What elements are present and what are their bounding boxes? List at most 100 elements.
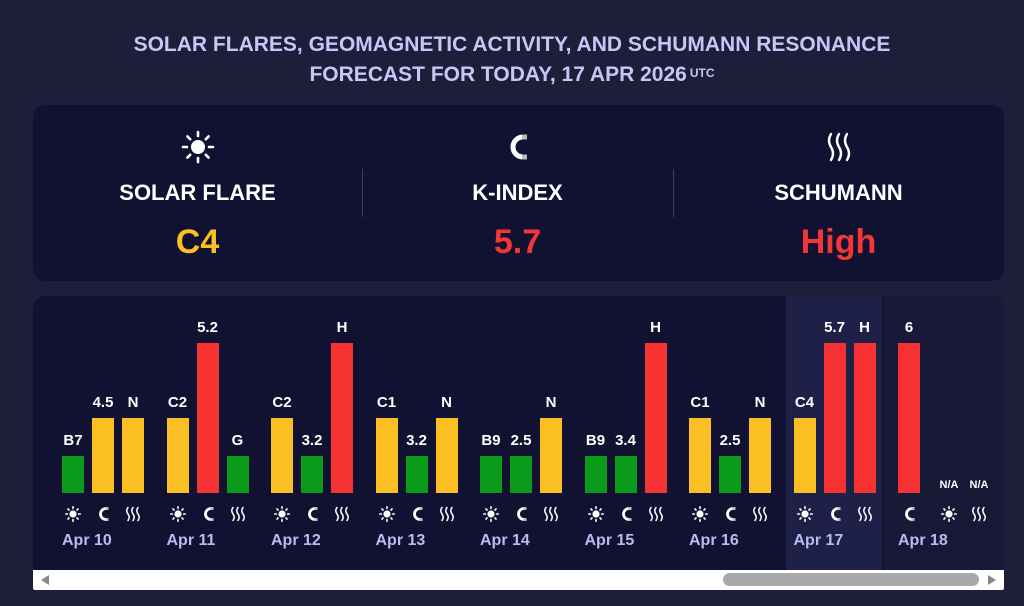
schumann-bar-label: H: [859, 319, 870, 336]
solar-flare-bar-label: B9: [585, 431, 606, 449]
schumann-bar-label: H: [650, 319, 661, 336]
page-title: SOLAR FLARES, GEOMAGNETIC ACTIVITY, AND …: [0, 30, 1024, 90]
solar-flare-bar[interactable]: [271, 418, 293, 493]
solar-flare-na-label: N/A: [939, 479, 959, 491]
magnet-icon: [824, 506, 846, 522]
day-label: Apr 18: [898, 532, 948, 549]
solar-flare-bar-label: C1: [376, 394, 397, 411]
day-label: Apr 10: [62, 532, 112, 549]
k-index-bar[interactable]: [510, 455, 532, 493]
k-index-bar-label: 2.5: [719, 431, 741, 449]
schumann-bar-label: N: [441, 394, 452, 411]
solar-flare-bar[interactable]: [62, 455, 84, 493]
k-index-bar[interactable]: [196, 343, 219, 493]
waves-icon: [645, 506, 667, 522]
k-index-bar-label: 5.2: [197, 319, 218, 336]
magnet-icon: [898, 506, 920, 522]
k-index-bar[interactable]: [614, 455, 637, 493]
schumann-bar[interactable]: [435, 418, 458, 493]
solar-flare-bar-label: B7: [63, 431, 83, 449]
solar-flare-bar[interactable]: [375, 418, 398, 493]
solar-flare-bar[interactable]: [689, 418, 711, 493]
waves-icon: [331, 506, 353, 522]
schumann-bar-label: H: [336, 319, 348, 336]
title-line-2: FORECAST FOR TODAY, 17 APR 2026 UTC: [0, 60, 1024, 90]
summary-k-index: K-INDEX 5.7: [362, 105, 673, 281]
sun-icon: [938, 506, 960, 522]
solar-flare-value: C4: [175, 223, 220, 261]
waves-icon: [227, 506, 249, 522]
schumann-bar-label: N: [545, 394, 557, 411]
k-index-bar[interactable]: [898, 343, 920, 493]
timezone-label: UTC: [689, 66, 715, 80]
sun-icon: [794, 506, 816, 522]
summary-panel: SOLAR FLARE C4 K-INDEX 5.7 SCHUMANN: [33, 105, 1004, 281]
k-index-bar[interactable]: [405, 455, 428, 493]
waves-icon: [854, 506, 876, 522]
k-index-bar[interactable]: [301, 455, 323, 493]
sun-icon: [33, 127, 362, 167]
waves-icon: [673, 127, 1004, 167]
scrollbar-thumb[interactable]: [723, 573, 979, 586]
magnet-icon: [615, 506, 637, 522]
solar-flare-label: SOLAR FLARE: [119, 180, 276, 205]
sun-icon: [62, 506, 84, 522]
magnet-icon: [301, 506, 323, 522]
solar-flare-bar-label: C4: [794, 394, 815, 411]
schumann-bar[interactable]: [853, 343, 876, 493]
horizontal-scrollbar[interactable]: [33, 570, 1004, 590]
summary-divider: [362, 169, 363, 217]
schumann-bar-label: G: [33, 432, 36, 449]
k-index-value: 5.7: [493, 223, 542, 261]
schumann-bar[interactable]: [226, 455, 249, 493]
solar-flare-bar[interactable]: [166, 418, 189, 493]
schumann-bar[interactable]: [540, 418, 562, 493]
schumann-bar[interactable]: [749, 418, 771, 493]
k-index-bar-label: 6: [904, 319, 914, 336]
k-index-bar[interactable]: [719, 455, 741, 493]
schumann-bar[interactable]: [331, 343, 353, 493]
solar-flare-bar[interactable]: [793, 418, 816, 493]
summary-solar-flare: SOLAR FLARE C4: [33, 105, 362, 281]
waves-icon: [122, 506, 144, 522]
k-index-bar-label: 3.4: [615, 431, 636, 449]
waves-icon: [749, 506, 771, 522]
waves-icon: [540, 506, 562, 522]
day-label: Apr 12: [271, 532, 321, 549]
k-index-bar-label: 3.2: [406, 431, 427, 449]
k-index-bar[interactable]: [823, 343, 846, 493]
solar-flare-bar[interactable]: [480, 455, 502, 493]
schumann-bar[interactable]: [122, 418, 144, 493]
k-index-bar-label: 5.7: [824, 319, 845, 336]
sun-icon: [271, 506, 293, 522]
magnet-icon: [92, 506, 114, 522]
waves-icon: [436, 506, 458, 522]
sun-icon: [480, 506, 502, 522]
summary-schumann: SCHUMANN High: [673, 105, 1004, 281]
magnet-icon: [510, 506, 532, 522]
summary-divider: [673, 169, 674, 217]
schumann-bar[interactable]: [644, 343, 667, 493]
history-chart[interactable]: G B7 4.5 N Apr 10 C2 5.2 G Apr 11 C2 3.2 H Apr 12 C1 3…: [33, 296, 1004, 571]
schumann-bar-label: G: [231, 431, 244, 449]
day-label: Apr 11: [166, 532, 216, 549]
solar-flare-bar-label: C2: [167, 394, 188, 411]
sun-icon: [689, 506, 711, 522]
sun-icon: [167, 506, 189, 522]
title-line-2-text: FORECAST FOR TODAY, 17 APR 2026: [309, 63, 687, 86]
day-label: Apr 17: [793, 532, 844, 549]
solar-flare-bar[interactable]: [584, 455, 607, 493]
scroll-right-arrow-icon[interactable]: [985, 573, 999, 587]
day-label: Apr 14: [480, 532, 530, 549]
magnet-icon: [406, 506, 428, 522]
k-index-bar-label: 4.5: [92, 394, 114, 411]
scroll-left-arrow-icon[interactable]: [38, 573, 52, 587]
k-index-bar[interactable]: [92, 418, 114, 493]
magnet-icon: [719, 506, 741, 522]
schumann-bar-label: N: [754, 394, 766, 411]
k-index-bar-label: 3.2: [301, 431, 323, 449]
waves-icon: [968, 506, 990, 522]
sun-icon: [585, 506, 607, 522]
magnet-icon: [362, 127, 673, 167]
solar-flare-bar-label: B9: [481, 431, 501, 449]
